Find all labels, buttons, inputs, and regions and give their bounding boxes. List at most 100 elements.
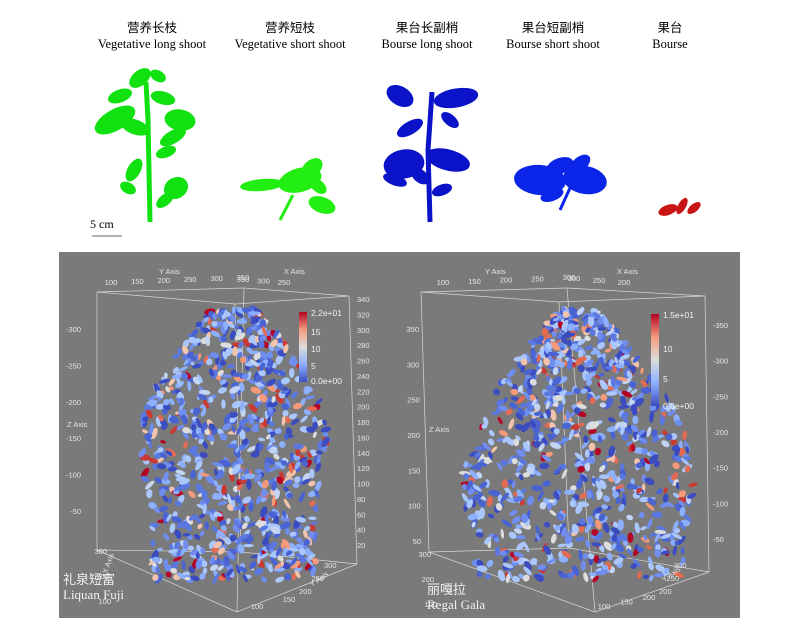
leaf-mark [580,388,588,394]
leaf-mark [543,357,550,366]
leaf-mark [293,443,304,450]
leaf-mark [238,418,250,425]
leaf-mark [649,411,654,424]
leaf-mark [261,480,269,489]
leaf-mark [236,425,243,435]
leaf-mark [549,378,553,386]
leaf-mark [291,572,297,581]
leaf-mark [261,488,268,498]
leaf-mark [280,390,289,394]
leaf-mark [465,480,473,491]
leaf-mark [275,576,285,583]
leaf-mark [271,495,276,507]
leaf-mark [308,516,317,520]
leaf-mark [188,336,195,344]
leaf-mark [588,421,600,430]
right-y-axis-title: Y Axis [485,267,506,276]
leaf-mark [603,400,613,410]
leaf-mark [614,543,624,552]
leaf-mark [643,574,650,580]
leaf-mark [309,500,316,507]
right-x-axis-title: X Axis [617,267,638,276]
leaf-mark [476,498,486,508]
axis-box-edge [348,295,358,565]
leaf-mark [593,555,600,563]
leaf-mark [663,487,668,494]
leaf-mark [660,405,667,413]
leaf-mark [648,532,659,538]
leaf-mark [264,461,271,474]
leaf-mark [646,545,652,550]
leaf-mark [561,319,569,331]
leaf-mark [587,316,595,327]
leaf-mark [312,421,318,431]
leaf-mark [623,539,628,547]
leaf-mark [205,475,215,484]
leaf-mark [274,461,286,469]
leaf-mark [654,529,667,535]
leaf-mark [176,548,182,558]
leaf-mark [640,379,648,388]
leaf-mark [211,546,219,553]
leaf-mark [284,573,292,581]
leaf-mark [240,356,247,364]
leaf-mark [486,559,494,568]
leaf-mark [655,564,665,572]
y-tick-label: 200 [500,276,513,285]
leaf-mark [506,381,513,387]
z-tick-label: 260 [357,357,370,366]
leaf-mark [649,404,657,412]
leaf-mark [488,430,495,437]
leaf-mark [281,403,290,410]
leaf-mark [651,429,658,438]
leaf-mark [232,524,241,534]
leaf-mark [249,560,257,569]
z-tick-label: -300 [713,357,728,366]
leaf-mark [589,397,596,404]
leaf-mark [598,474,610,480]
leaf-mark [595,480,602,492]
leaf-mark [513,551,524,558]
leaf-mark [598,513,606,522]
leaf-mark [279,521,292,530]
leaf-mark [597,435,603,444]
leaf-mark [594,447,601,456]
leaf-mark [679,506,686,517]
leaf-mark [616,376,628,382]
leaf-mark [257,552,261,565]
leaf-mark [619,463,625,471]
leaf-mark [231,306,236,314]
leaf-mark [238,533,250,540]
leaf-mark [242,496,252,504]
z-tick-label: -50 [713,535,724,544]
leaf-mark [242,533,252,543]
leaf-mark [608,445,616,457]
leaf-mark [614,421,620,430]
leaf-mark [481,423,488,429]
leaf-mark [474,446,486,451]
leaf-mark [671,472,679,481]
leaf-mark [552,402,559,407]
leaf-mark [221,374,233,379]
leaf-mark [188,514,198,521]
leaf-mark [502,563,514,569]
leaf-mark [220,342,232,348]
leaf-mark [163,399,170,406]
leaf-mark [206,358,213,366]
leaf-mark [665,433,673,441]
leaf-mark [285,549,293,556]
leaf-mark [237,566,248,573]
leaf-mark [189,549,198,556]
leaf-mark [541,454,552,462]
leaf-mark [504,436,514,446]
z-tick-label: -100 [713,499,728,508]
leaf-mark [578,524,585,533]
x-tick-label: 200 [659,587,672,596]
z-tick-label: -150 [713,464,728,473]
leaf-mark [167,466,178,472]
leaf-mark [537,490,544,501]
leaf-mark [285,398,291,408]
leaf-mark [632,415,639,425]
leaf-mark [463,461,469,469]
leaf-mark [219,360,227,366]
